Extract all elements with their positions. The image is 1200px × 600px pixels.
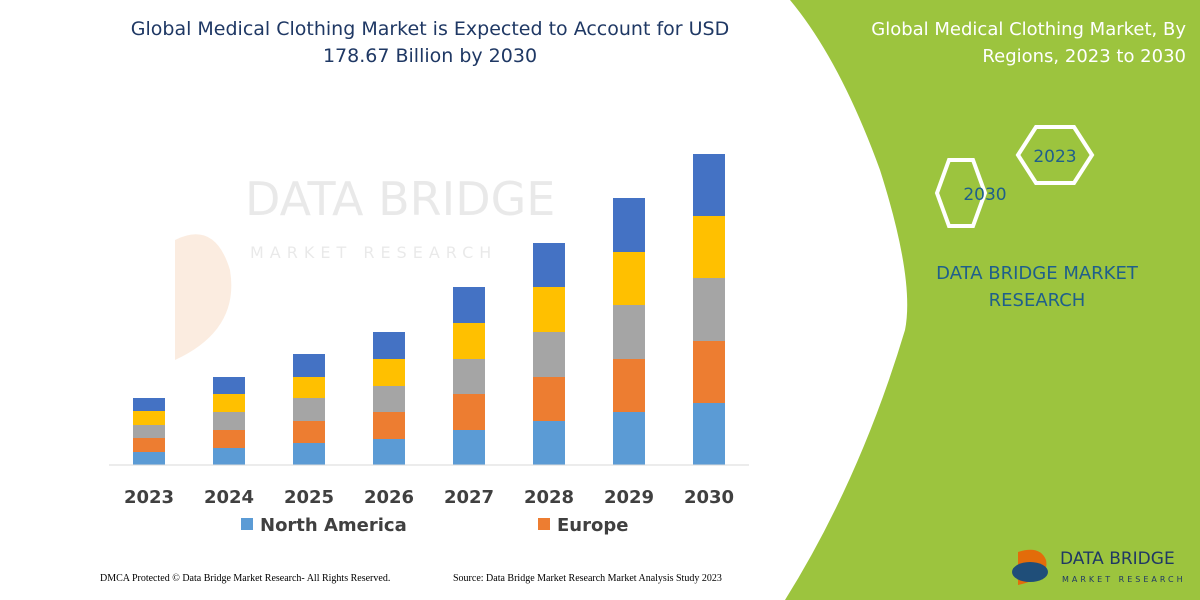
bar-segment bbox=[213, 394, 245, 412]
bar-segment bbox=[693, 403, 725, 465]
x-tick-label: 2024 bbox=[204, 487, 254, 508]
bar-segment bbox=[613, 252, 645, 305]
bar-segment bbox=[613, 305, 645, 359]
bar-segment bbox=[693, 341, 725, 403]
legend-label: Europe bbox=[557, 515, 628, 536]
bar-segment bbox=[213, 448, 245, 465]
legend-label: North America bbox=[260, 515, 407, 536]
bar-segment bbox=[453, 323, 485, 359]
x-tick-label: 2025 bbox=[284, 487, 334, 508]
panel-title: Global Medical Clothing Market, By Regio… bbox=[871, 19, 1186, 67]
watermark: DATA BRIDGE MARKET RESEARCH bbox=[175, 155, 555, 360]
bar-segment bbox=[533, 243, 565, 287]
bar-segment bbox=[373, 332, 405, 359]
bar-segment bbox=[213, 377, 245, 394]
panel-brand: DATA BRIDGE MARKET RESEARCH bbox=[936, 263, 1138, 311]
bar-segment bbox=[293, 421, 325, 443]
logo-brand: DATA BRIDGE bbox=[1060, 549, 1175, 569]
footer-copyright: DMCA Protected © Data Bridge Market Rese… bbox=[100, 573, 391, 584]
bar-segment bbox=[293, 398, 325, 421]
bar-segment bbox=[133, 452, 165, 465]
bar-segment bbox=[133, 398, 165, 411]
hexagon-label: 2023 bbox=[1033, 147, 1076, 167]
x-tick-label: 2029 bbox=[604, 487, 654, 508]
watermark-tagline: MARKET RESEARCH bbox=[250, 243, 497, 262]
logo-icon bbox=[1012, 562, 1048, 582]
logo-tagline: MARKET RESEARCH bbox=[1062, 575, 1186, 584]
bar-segment bbox=[453, 394, 485, 430]
bar-segment bbox=[373, 386, 405, 412]
bar-segment bbox=[293, 443, 325, 465]
bar-segment bbox=[533, 377, 565, 421]
hexagon bbox=[934, 158, 988, 228]
bar-segment bbox=[533, 287, 565, 332]
bar-segment bbox=[453, 287, 485, 323]
bar-segment bbox=[613, 412, 645, 465]
chart-title: Global Medical Clothing Market is Expect… bbox=[130, 18, 730, 67]
side-panel bbox=[785, 0, 1200, 600]
bar-segment bbox=[533, 421, 565, 465]
bar-segment bbox=[533, 332, 565, 377]
bar-segment bbox=[453, 359, 485, 394]
plot: 2023 2024 2025 2026 2027 2028 2029 2030 North Am… bbox=[109, 154, 749, 536]
legend-swatch bbox=[538, 518, 550, 530]
bar-segment bbox=[693, 278, 725, 341]
footer-source: Source: Data Bridge Market Research Mark… bbox=[453, 573, 722, 584]
watermark-icon bbox=[175, 155, 232, 360]
x-tick-label: 2027 bbox=[444, 487, 494, 508]
bar-segment bbox=[693, 154, 725, 216]
bar-segment bbox=[133, 411, 165, 425]
legend-swatch bbox=[241, 518, 253, 530]
x-tick-label: 2023 bbox=[124, 487, 174, 508]
hexagon bbox=[1015, 125, 1095, 185]
logo: DATA BRIDGE MARKET RESEARCH bbox=[1012, 538, 1186, 585]
x-tick-label: 2028 bbox=[524, 487, 574, 508]
bar-segment bbox=[293, 354, 325, 377]
hexagon-label: 2030 bbox=[963, 185, 1006, 205]
bar-segment bbox=[613, 359, 645, 412]
bar-segment bbox=[213, 412, 245, 430]
bar-segment bbox=[133, 438, 165, 452]
bar-segment bbox=[373, 412, 405, 439]
bar-segment bbox=[133, 425, 165, 438]
bar-segment bbox=[693, 216, 725, 278]
bar-segment bbox=[453, 430, 485, 465]
bar-segment bbox=[373, 359, 405, 386]
bar-segment bbox=[373, 439, 405, 465]
bar-segment bbox=[613, 198, 645, 252]
watermark-brand: DATA BRIDGE bbox=[245, 172, 555, 226]
bar-segment bbox=[293, 377, 325, 398]
x-tick-label: 2026 bbox=[364, 487, 414, 508]
bar-segment bbox=[213, 430, 245, 448]
x-tick-label: 2030 bbox=[684, 487, 734, 508]
